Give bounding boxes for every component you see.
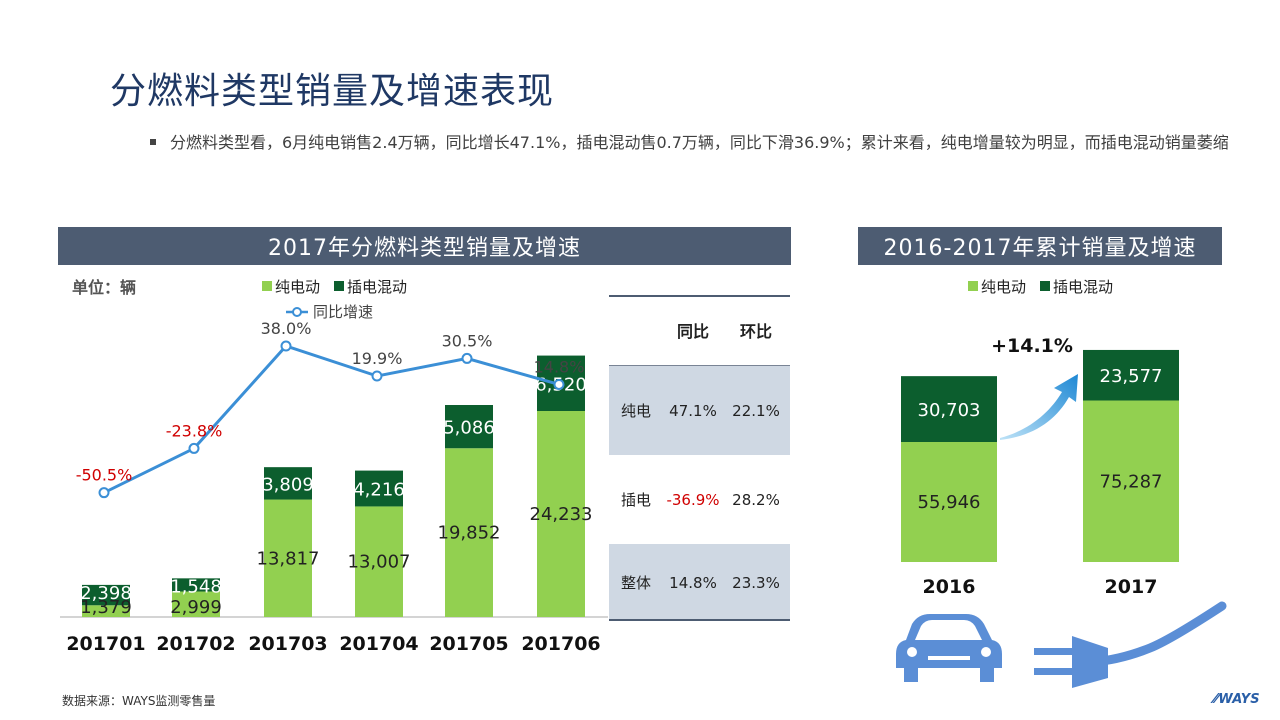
bar-bev-201703 [264,499,312,617]
table-row-label-3: 整体 [621,574,651,592]
table-yoy-2: -36.9% [666,491,719,509]
x-tick-label-201706: 201706 [521,633,600,655]
car-grille [928,656,970,660]
growth-line [103,344,560,495]
cum-phev-label-2016: 30,703 [918,400,981,421]
growth-label-201701: -50.5% [76,466,133,485]
growth-label-201704: 19.9% [352,349,403,368]
unit-label: 单位：辆 [72,278,137,297]
table-mom-1: 22.1% [732,402,780,420]
phev-value-label-201703: 3,809 [262,474,314,495]
phev-value-label-201704: 4,216 [353,480,405,501]
table-row-label-1: 纯电 [621,402,651,420]
bev-value-label-201703: 13,817 [257,548,320,569]
table-header-yoy: 同比 [677,322,709,341]
cum-legend-label-bev: 纯电动 [981,278,1026,296]
bar-phev-201703 [264,467,312,500]
cum-phev-label-2017: 23,577 [1100,366,1163,387]
phev-value-label-201702: 1,548 [170,576,222,597]
growth-point-201702 [188,442,200,454]
legend-label-phev: 插电混动 [347,278,407,296]
cum-x-label-2016: 2016 [923,576,976,598]
legend-marker-growth [292,307,302,317]
phev-value-label-201701: 2,398 [80,583,132,604]
table-yoy-1: 47.1% [669,402,717,420]
growth-point-201703 [280,340,292,352]
logo-text: WAYS [1218,692,1260,707]
car-headlight-right [981,647,991,657]
table-mom-2: 28.2% [732,491,780,509]
bev-value-label-201701: 1,379 [80,597,132,618]
table-row-band-1 [609,366,790,455]
phev-value-label-201705: 5,086 [443,418,495,439]
cum-bev-label-2017: 75,287 [1100,471,1163,492]
bar-bev-201706 [537,411,585,617]
bar-phev-201704 [355,470,403,507]
legend-swatch-bev [262,281,272,291]
cum-x-label-2017: 2017 [1105,576,1158,598]
cum-legend-swatch-bev [968,281,978,291]
table-yoy-3: 14.8% [669,574,717,592]
growth-label-201706: 14.8% [534,357,585,376]
right-chart-header: 2016-2017年累计销量及增速 [858,227,1222,265]
growth-point-201701 [98,487,110,499]
table-header-mom: 环比 [740,322,772,341]
x-tick-label-201705: 201705 [429,633,508,655]
cum-growth-label: +14.1% [991,335,1073,357]
bar-bev-201704 [355,506,403,617]
bar-phev-201702 [172,578,220,592]
page-title: 分燃料类型销量及增速表现 [110,71,555,112]
bar-bev-201705 [445,448,493,617]
cum-bar-bev-2017 [1083,400,1179,562]
cum-bar-bev-2016 [901,442,997,562]
growth-label-201705: 30.5% [442,331,493,350]
bar-phev-201705 [445,405,493,449]
x-tick-label-201701: 201701 [66,633,145,655]
bev-value-label-201706: 24,233 [530,504,593,525]
bar-bev-201702 [172,591,220,617]
x-tick-label-201702: 201702 [156,633,235,655]
growth-arrow-icon [1000,374,1078,440]
table-row-band-3 [609,544,790,620]
growth-label-201702: -23.8% [166,421,223,440]
table-mom-3: 23.3% [732,574,780,592]
x-tick-label-201703: 201703 [248,633,327,655]
car-windshield [915,620,982,640]
plug-prong-top [1034,648,1074,655]
car-headlight-left [907,647,917,657]
growth-point-201706 [553,378,565,390]
bar-bev-201701 [82,605,130,617]
legend-label-bev: 纯电动 [275,278,320,296]
cum-bev-label-2016: 55,946 [918,492,981,513]
cum-legend-swatch-phev [1040,281,1050,291]
table-row-label-2: 插电 [621,491,651,509]
cum-bar-phev-2016 [901,376,997,442]
plug-prong-bottom [1034,668,1074,675]
logo-mark-icon: ⁄⁄ [1214,692,1219,707]
bev-value-label-201702: 2,999 [170,597,222,618]
legend-label-growth: 同比增速 [313,303,373,321]
legend-swatch-phev [334,281,344,291]
cum-bar-phev-2017 [1083,349,1179,401]
bar-phev-201701 [82,584,130,606]
left-chart-header: 2017年分燃料类型销量及增速 [58,227,791,265]
summary-text: 分燃料类型看，6月纯电销售2.4万辆，同比增长47.1%，插电混动售0.7万辆，… [170,133,1229,152]
plug-icon [1072,636,1108,688]
plug-cable [1087,601,1227,667]
growth-point-201705 [461,352,473,364]
ways-logo: ⁄⁄WAYS [1214,692,1260,707]
bev-value-label-201704: 13,007 [348,552,411,573]
bullet-icon [150,139,156,145]
x-tick-label-201704: 201704 [339,633,418,655]
growth-label-201703: 38.0% [261,319,312,338]
cum-legend-label-phev: 插电混动 [1053,278,1113,296]
growth-point-201704 [371,370,383,382]
bev-value-label-201705: 19,852 [438,523,501,544]
source-note: 数据来源：WAYS监测零售量 [62,694,216,708]
